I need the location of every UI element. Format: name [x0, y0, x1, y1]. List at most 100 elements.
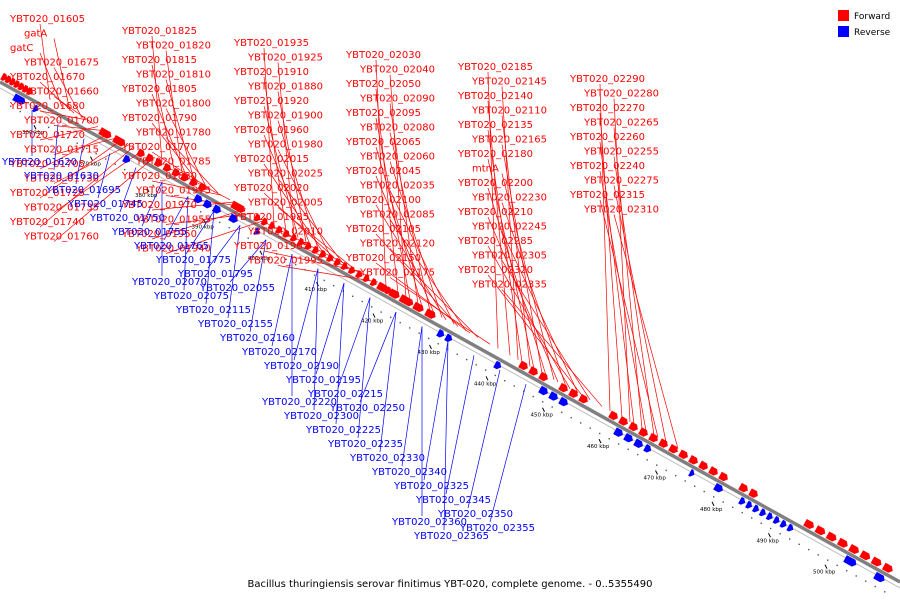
reverse-gene-label: YBT020_02115	[175, 305, 251, 316]
track-dot	[48, 126, 50, 129]
leader-line	[151, 64, 175, 169]
reverse-gene-label: YBT020_02235	[327, 439, 403, 450]
leader-line	[467, 369, 501, 509]
tick-mark	[203, 219, 206, 224]
tick-mark	[655, 470, 658, 475]
forward-gene	[274, 225, 283, 234]
reverse-gene	[211, 204, 221, 214]
reverse-leader-lines	[31, 109, 527, 531]
leader-line	[207, 225, 241, 269]
track-dot	[485, 369, 487, 371]
leader-line	[277, 178, 343, 263]
forward-gene	[708, 466, 718, 476]
tick-mark	[598, 438, 602, 444]
track-dot	[684, 480, 686, 482]
tick-mark	[372, 313, 376, 318]
forward-gene-label: YBT020_02165	[471, 135, 547, 146]
forward-gene	[188, 177, 198, 187]
leader-line	[487, 187, 547, 376]
forward-gene	[618, 416, 628, 426]
leader-line	[313, 268, 319, 411]
reverse-gene-label: YBT020_02225	[305, 425, 381, 436]
reverse-gene-label: YBT020_02215	[307, 389, 383, 400]
track-dot	[694, 485, 696, 487]
forward-gene-label: YBT020_02095	[345, 108, 421, 119]
reverse-gene-label: YBT020_01745	[67, 199, 143, 210]
forward-gene	[253, 213, 261, 222]
forward-gene-label: YBT020_02255	[583, 147, 659, 158]
forward-gene-label: YBT020_01880	[247, 82, 323, 93]
leader-line	[613, 156, 655, 436]
forward-gene-label: YBT020_02245	[471, 222, 547, 233]
forward-gene-label: YBT020_02200	[457, 178, 533, 189]
leader-line	[375, 88, 399, 294]
leader-line	[39, 146, 135, 228]
reverse-gene-label: YBT020_02355	[459, 523, 535, 534]
forward-gene	[179, 172, 189, 182]
reverse-gene-label: YBT020_02190	[263, 361, 339, 372]
forward-gene	[144, 153, 154, 163]
track-dot	[437, 343, 439, 345]
track-dot	[152, 184, 154, 187]
leader-line	[165, 50, 183, 174]
reverse-gene-label: YBT020_02195	[285, 375, 361, 386]
track-dot	[589, 427, 591, 429]
reverse-gene	[772, 515, 780, 524]
leader-line	[163, 196, 189, 241]
forward-gene	[340, 261, 348, 271]
leader-line	[375, 233, 459, 327]
track-dot	[494, 374, 496, 377]
forward-gene	[836, 537, 848, 548]
forward-gene	[558, 382, 568, 393]
reverse-gene	[228, 213, 238, 223]
legend-forward-swatch	[838, 10, 849, 21]
leader-line	[263, 47, 275, 225]
forward-gene-label: YBT020_01730	[23, 174, 99, 185]
forward-gene	[347, 265, 356, 275]
forward-gene-label: YBT020_02010	[247, 227, 323, 238]
reverse-gene	[643, 444, 652, 453]
leader-line	[151, 151, 211, 189]
leader-line	[599, 170, 647, 431]
legend-reverse-swatch	[838, 26, 849, 37]
forward-gene-label: YBT020_01900	[247, 111, 323, 122]
forward-gene-label: YBT020_01935	[233, 38, 309, 49]
track-dot	[561, 411, 563, 414]
forward-gene-label: YBT020_02090	[359, 94, 435, 105]
leader-line	[277, 207, 355, 269]
reverse-gene	[613, 427, 623, 437]
leader-line	[39, 126, 99, 141]
forward-gene	[8, 77, 16, 86]
forward-gene	[568, 388, 578, 398]
leader-line	[501, 144, 543, 374]
forward-gene-label: YBT020_01805	[121, 84, 197, 95]
forward-gene-label: YBT020_02145	[471, 77, 547, 88]
track-dot	[247, 237, 249, 239]
track-dot	[646, 459, 648, 461]
forward-gene-label: YBT020_01975	[135, 186, 211, 197]
forward-labels: YBT020_01605 gatA gatC YBT020_01675 YBT020_0…	[9, 14, 659, 291]
gene-track	[0, 72, 893, 583]
forward-gene-label: gatC	[10, 43, 33, 54]
forward-gene	[25, 87, 33, 96]
forward-gene-label: YBT020_02210	[457, 207, 533, 218]
reverse-gene	[873, 571, 885, 583]
forward-gene	[376, 281, 388, 293]
reverse-gene-label: YBT020_02170	[241, 347, 317, 358]
tick-mark	[429, 344, 432, 350]
leader-line	[271, 254, 293, 347]
leader-line	[375, 262, 471, 334]
tick-label: 420 kbp	[361, 319, 384, 325]
leader-line	[501, 231, 579, 394]
tick-label: 470 kbp	[644, 476, 667, 482]
leader-line	[151, 93, 187, 176]
track-dot	[418, 332, 420, 334]
track-dot	[428, 337, 430, 340]
forward-gene-label: YBT020_01720	[9, 130, 85, 141]
track-dot	[504, 380, 506, 382]
leader-line	[277, 91, 307, 243]
forward-gene-label: YBT020_02315	[569, 190, 645, 201]
tick-label: 440 kbp	[474, 381, 497, 387]
reverse-gene-label: YBT020_02360	[391, 517, 467, 528]
leader-line	[501, 202, 567, 387]
